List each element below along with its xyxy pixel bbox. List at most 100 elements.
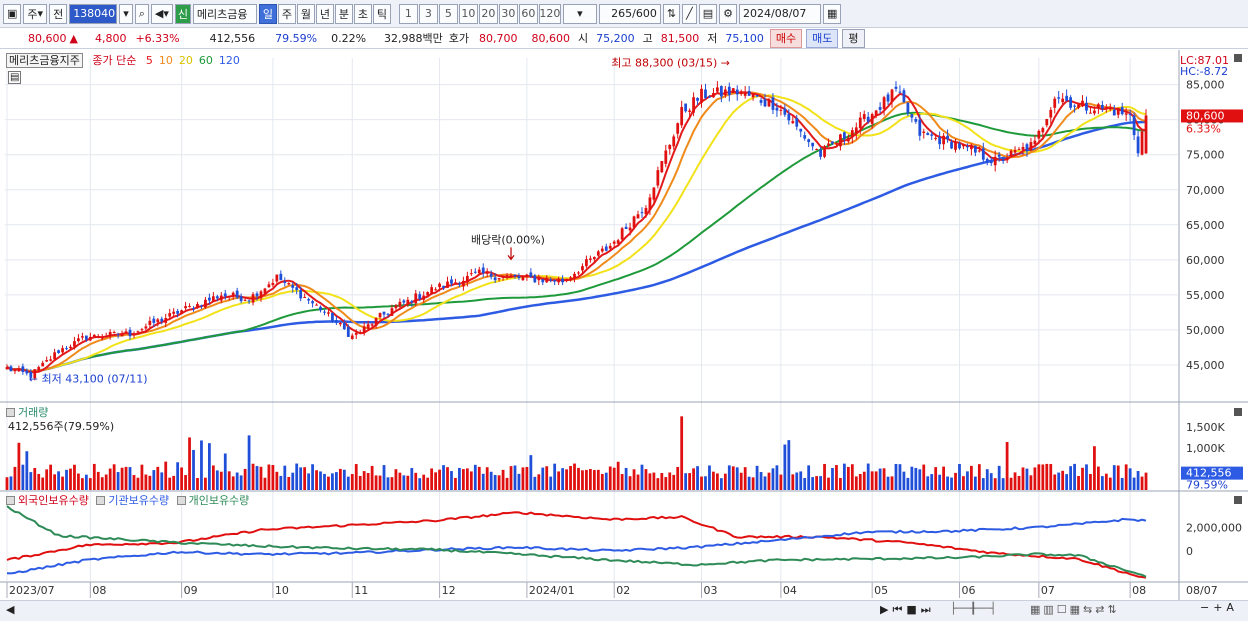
save-icon[interactable]: ▤ (698, 3, 718, 24)
volume-bar (192, 449, 195, 490)
candle-body (283, 281, 287, 283)
candle-body (17, 368, 21, 372)
candle-body (1124, 113, 1128, 115)
interval-tab-1[interactable]: 1 (398, 3, 418, 24)
candle-body (1108, 108, 1112, 110)
market-select[interactable]: 주 ▾ (23, 3, 48, 24)
candle-body (668, 144, 672, 150)
candle-body (831, 141, 834, 144)
foreign-holding-line (6, 511, 1147, 579)
volume-bar (152, 470, 156, 490)
sell-button[interactable]: 매도 (806, 28, 839, 48)
candle-body (374, 318, 378, 326)
volume-bar (378, 475, 382, 490)
volume-bar (88, 478, 92, 490)
period-tab-1[interactable]: 주 (277, 3, 296, 24)
candle-body (624, 226, 628, 229)
interval-dropdown[interactable]: ▾ (562, 3, 597, 24)
period-tab-2[interactable]: 월 (296, 3, 315, 24)
period-tab-0[interactable]: 일 (258, 3, 277, 24)
high-label: 고 (642, 32, 653, 45)
volume-bar (1005, 442, 1009, 490)
period-tab-6[interactable]: 틱 (372, 3, 391, 24)
candle-body (25, 370, 29, 374)
volume-bar (1065, 474, 1069, 490)
interval-tab-20[interactable]: 20 (478, 3, 498, 24)
code-input[interactable]: 138040 (69, 3, 118, 24)
period-tab-3[interactable]: 년 (315, 3, 334, 24)
draw-icon[interactable]: ╱ (682, 3, 697, 24)
candle-body (49, 359, 53, 361)
candle-body (390, 308, 394, 316)
interval-tab-10[interactable]: 10 (458, 3, 478, 24)
volume-bar (656, 478, 660, 490)
volume-bar (465, 468, 469, 490)
volume-bar (553, 463, 557, 490)
candle-body (835, 142, 838, 144)
layout-icon[interactable]: ▣ (3, 3, 22, 24)
indicator-icon[interactable]: ⇅ (662, 3, 681, 24)
candle-body (747, 90, 751, 96)
search-icon[interactable]: ⌕ (134, 3, 149, 24)
volume-bar (533, 476, 537, 490)
candle-body (398, 301, 402, 307)
volume-bar (410, 468, 414, 490)
ex-dividend-arrow (507, 247, 515, 261)
x-tick-label: 12 (442, 584, 456, 597)
panel-menu-icon[interactable]: ▤ (8, 71, 22, 84)
candle-body (100, 337, 104, 339)
volume-bar (497, 475, 501, 490)
chart-scrollbar[interactable]: ◀ ▶⏮■⏭ ├──╂──┤ ▦▥☐▦⇆⇄⇅ −+A (0, 600, 1248, 621)
interval-tab-30[interactable]: 30 (498, 3, 518, 24)
calendar-icon[interactable]: ▦ (823, 3, 842, 24)
open-label: 시 (578, 32, 589, 45)
playback-controls-icon[interactable]: ▶⏮■⏭ (880, 603, 935, 616)
up-arrow-icon: ▲ (69, 31, 78, 45)
candle-body (287, 282, 291, 285)
candle-body (676, 123, 680, 134)
interval-tab-60[interactable]: 60 (518, 3, 538, 24)
volume-bar (1077, 475, 1080, 490)
period-tab-4[interactable]: 분 (334, 3, 353, 24)
candle-body (795, 118, 799, 127)
candle-body (263, 288, 267, 294)
candle-body (807, 139, 811, 143)
code-dropdown-icon[interactable]: ▾ (119, 3, 133, 24)
zoom-controls-icon[interactable]: −+A (1200, 601, 1238, 614)
period-tab-5[interactable]: 초 (353, 3, 372, 24)
date-field[interactable]: 2024/08/07 (739, 3, 821, 24)
count-field[interactable]: 265/600 (598, 3, 661, 24)
volume-bar (505, 477, 509, 490)
interval-tab-120[interactable]: 120 (538, 3, 561, 24)
interval-tab-3[interactable]: 3 (418, 3, 438, 24)
holding-panel (6, 505, 1147, 579)
volume-tick-label: 1,500K (1186, 421, 1225, 434)
interval-tab-5[interactable]: 5 (438, 3, 458, 24)
volume-bar (1128, 468, 1132, 490)
price-legend: 메리츠금융지주 종가 단순 5 10 20 60 120 (6, 52, 240, 68)
stock-chart[interactable]: 최고 88,300 (03/15) → ← 최저 43,100 (07/11) 배당… (0, 50, 1248, 600)
volume-bar (442, 465, 445, 490)
scroll-left-icon[interactable]: ◀ (6, 603, 15, 616)
volume-bar (569, 466, 572, 490)
avg-button[interactable]: 평 (842, 28, 865, 48)
candle-body (954, 142, 957, 150)
volume-bar (970, 465, 973, 490)
candle-body (386, 313, 390, 315)
candle-body (382, 311, 386, 315)
prev-button[interactable]: 전 (49, 3, 68, 24)
volume-bar (636, 474, 640, 490)
buy-button[interactable]: 매수 (769, 28, 803, 48)
sound-icon[interactable]: ◀▾ (150, 3, 173, 24)
candle-body (1132, 115, 1136, 136)
candle-body (255, 293, 259, 297)
tool-icons[interactable]: ▦▥☐▦⇆⇄⇅ (1030, 603, 1120, 616)
low-annotation: ← 최저 43,100 (07/11) (29, 372, 148, 385)
volume-bar (350, 474, 354, 490)
zoom-slider-icon[interactable]: ├──╂──┤ (950, 602, 997, 615)
gear-icon[interactable]: ⚙ (719, 3, 737, 24)
volume-bar (108, 468, 112, 490)
x-tick-label: 03 (704, 584, 718, 597)
volume-bar (1089, 474, 1092, 490)
volume-chip (6, 408, 15, 417)
